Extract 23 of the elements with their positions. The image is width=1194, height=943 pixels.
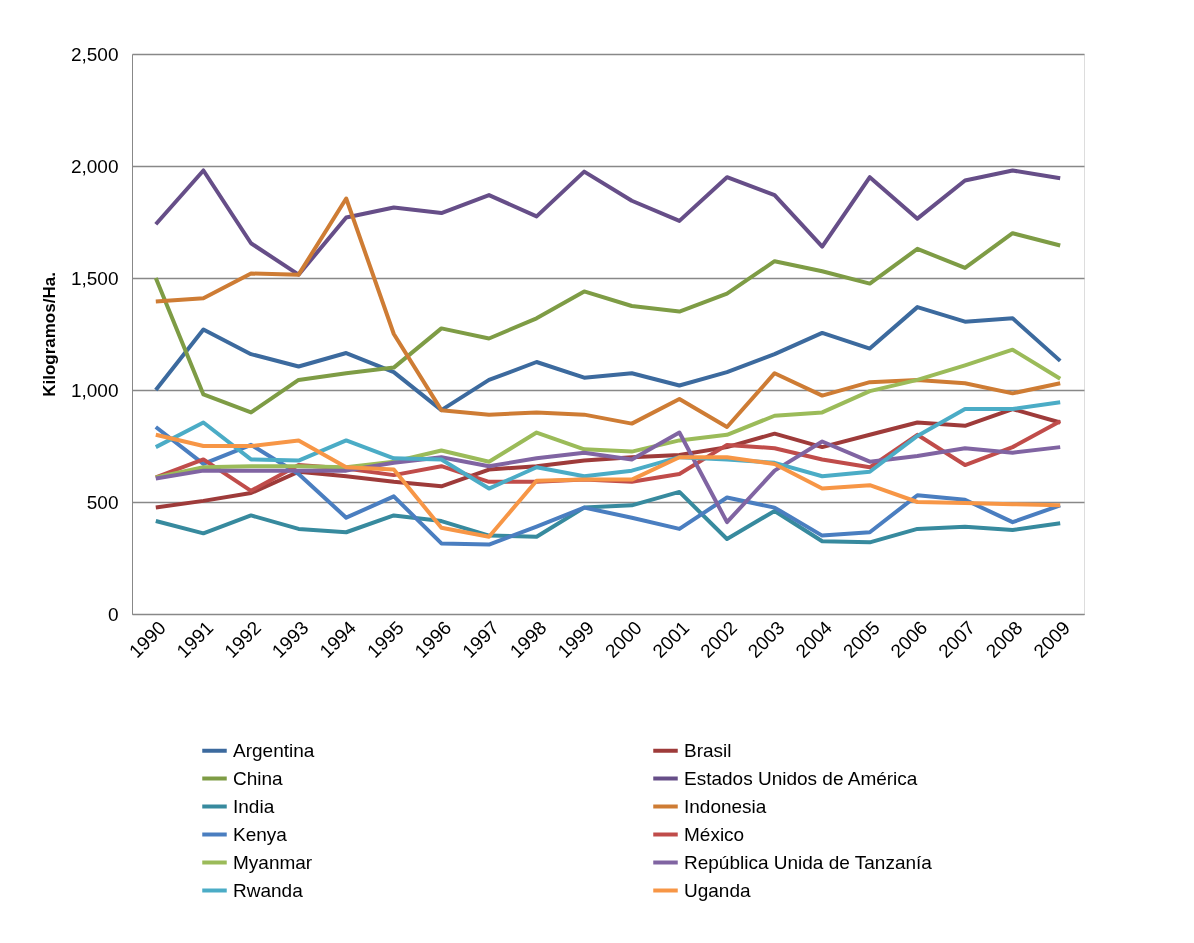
- legend-label: México: [684, 823, 745, 845]
- legend-label: Brasil: [684, 739, 732, 761]
- line-series: [153, 305, 1063, 413]
- legend-label: Indonesia: [684, 795, 767, 817]
- legend-label: Argentina: [233, 739, 315, 761]
- line-series: [153, 196, 1063, 429]
- legend-label: Myanmar: [233, 851, 313, 873]
- legend-label: Uganda: [684, 879, 751, 901]
- line-series: [153, 489, 1063, 545]
- y-tick-label: 0: [107, 603, 119, 625]
- line-series: [153, 231, 1063, 415]
- legend-label: Estados Unidos de América: [684, 767, 918, 789]
- y-tick-label: 2,500: [70, 43, 119, 65]
- legend-label: India: [233, 795, 275, 817]
- y-axis-title: Kilogramos/Ha.: [39, 272, 59, 397]
- legend-label: China: [233, 767, 284, 789]
- y-tick-label: 500: [86, 491, 119, 513]
- legend-label: Rwanda: [233, 879, 304, 901]
- legend-label: Kenya: [233, 823, 288, 845]
- y-tick-label: 1,000: [70, 379, 119, 401]
- legend-label: República Unida de Tanzanía: [684, 851, 933, 873]
- y-tick-label: 2,000: [70, 155, 119, 177]
- y-tick-label: 1,500: [70, 267, 119, 289]
